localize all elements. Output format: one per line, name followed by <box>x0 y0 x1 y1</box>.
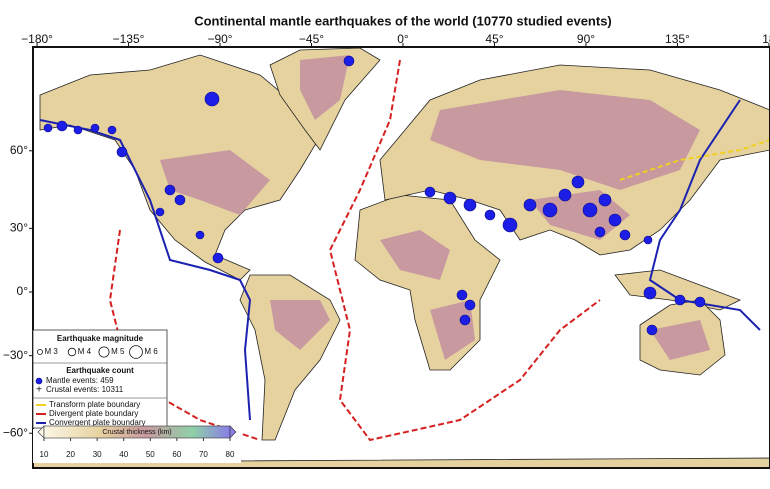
colorbar-tick-label: 20 <box>66 450 75 459</box>
x-tick-label: 90° <box>577 32 595 46</box>
mantle-event <box>694 296 706 308</box>
thick-crust <box>270 300 330 350</box>
mantle-event <box>116 146 128 158</box>
mantle-event <box>212 252 224 264</box>
mantle-event <box>43 123 53 133</box>
colorbar-arrow <box>229 425 237 439</box>
y-tick-label: −60° <box>3 425 28 439</box>
magnitude-symbol <box>37 349 43 355</box>
mantle-event <box>73 125 83 135</box>
x-tick-label: 135° <box>665 32 690 46</box>
legend-title: Earthquake count <box>66 366 134 375</box>
colorbar-tick-label: 50 <box>146 450 155 459</box>
mantle-event <box>608 213 622 227</box>
x-tick-label: −45° <box>299 32 324 46</box>
mantle-event <box>571 175 585 189</box>
colorbar-tick-label: 30 <box>93 450 102 459</box>
thick-crust <box>380 230 450 280</box>
x-tick-label: −135° <box>113 32 145 46</box>
mantle-event <box>594 226 606 238</box>
x-tick-label: −180° <box>21 32 53 46</box>
thick-crust <box>650 320 710 360</box>
map-body <box>33 47 770 468</box>
colorbar-tick-label: 80 <box>226 450 235 459</box>
mantle-event <box>674 294 686 306</box>
x-tick-label: 18 <box>762 32 770 46</box>
mantle-event <box>459 314 471 326</box>
mantle-event <box>456 289 468 301</box>
magnitude-symbol <box>98 346 110 358</box>
x-tick-label: 0° <box>397 32 409 46</box>
mantle-event <box>343 55 355 67</box>
mantle-event <box>558 188 572 202</box>
thick-crust <box>430 90 700 190</box>
mantle-event <box>643 286 657 300</box>
mantle-event <box>646 324 658 336</box>
mantle-event <box>643 235 653 245</box>
magnitude-symbol <box>129 345 143 359</box>
mantle-event <box>484 209 496 221</box>
mantle-event <box>90 123 100 133</box>
y-tick-label: −30° <box>3 348 28 362</box>
colorbar-tick-label: 10 <box>40 450 49 459</box>
magnitude-entries: M 3 M 4 M 5 M 6 <box>37 345 158 359</box>
mantle-event <box>582 202 598 218</box>
mantle-event <box>598 193 612 207</box>
mantle-event <box>542 202 558 218</box>
colorbar-ticks: 10 20 30 40 50 60 70 80 <box>40 438 235 459</box>
mantle-event <box>107 125 117 135</box>
colorbar-label: Crustal thickness (km) <box>102 429 171 436</box>
southeast-asia <box>614 269 741 311</box>
colorbar-tick-label: 70 <box>199 450 208 459</box>
colorbar-tick-label: 40 <box>119 450 128 459</box>
legend-crustal-marker: + <box>36 385 42 396</box>
mantle-event <box>464 299 476 311</box>
mantle-event <box>619 229 631 241</box>
earthquake-markers <box>43 55 706 336</box>
convergent-boundary <box>648 99 761 331</box>
y-tick-label: 0° <box>17 284 29 298</box>
mantle-event <box>443 191 457 205</box>
mantle-event <box>155 207 165 217</box>
mantle-event <box>164 184 176 196</box>
y-tick-label: 60° <box>10 143 28 157</box>
thick-crust <box>300 55 350 120</box>
legend-label: Mantle events: 459 <box>46 376 114 385</box>
legend-label: Divergent plate boundary <box>49 409 138 418</box>
mantle-event <box>424 186 436 198</box>
colorbar-tick-label: 60 <box>172 450 181 459</box>
transform-boundary <box>619 139 770 181</box>
map-title: Continental mantle earthquakes of the wo… <box>194 13 612 28</box>
x-tick-label: −90° <box>207 32 232 46</box>
legend-mantle-marker <box>35 377 43 385</box>
legend-title: Earthquake magnitude <box>57 334 144 343</box>
mantle-event <box>463 198 477 212</box>
y-tick-label: 30° <box>10 220 28 234</box>
divergent-boundary <box>328 59 601 442</box>
axis-ticks: −180° −135° −90° −45° 0° 45° 90° 135° 18 60° 30° 0°… <box>3 32 770 439</box>
legend: Earthquake magnitude M 3 M 4 M 5 M 6 Earthq… <box>32 329 168 429</box>
legend-label: M 5 <box>111 347 125 356</box>
magnitude-symbol <box>67 347 77 357</box>
x-tick-label: 45° <box>485 32 503 46</box>
mantle-event <box>174 194 186 206</box>
legend-label: M 4 <box>78 347 92 356</box>
colorbar: Crustal thickness (km) 10 20 30 40 50 60 70 80 <box>33 425 241 463</box>
mantle-event <box>204 91 220 107</box>
legend-label: M 3 <box>45 347 59 356</box>
legend-label: M 6 <box>144 347 158 356</box>
mantle-event <box>56 120 68 132</box>
mantle-event <box>523 198 537 212</box>
mantle-event <box>502 217 518 233</box>
mantle-event <box>195 230 205 240</box>
map-frame <box>32 46 770 469</box>
legend-box <box>32 329 168 429</box>
thick-crust <box>160 150 270 215</box>
legend-label: Transform plate boundary <box>49 400 140 409</box>
legend-label: Crustal events: 10311 <box>46 385 124 394</box>
convergent-boundary <box>39 119 252 421</box>
legend-label: Convergent plate boundary <box>49 418 146 427</box>
antarctica <box>33 457 770 468</box>
